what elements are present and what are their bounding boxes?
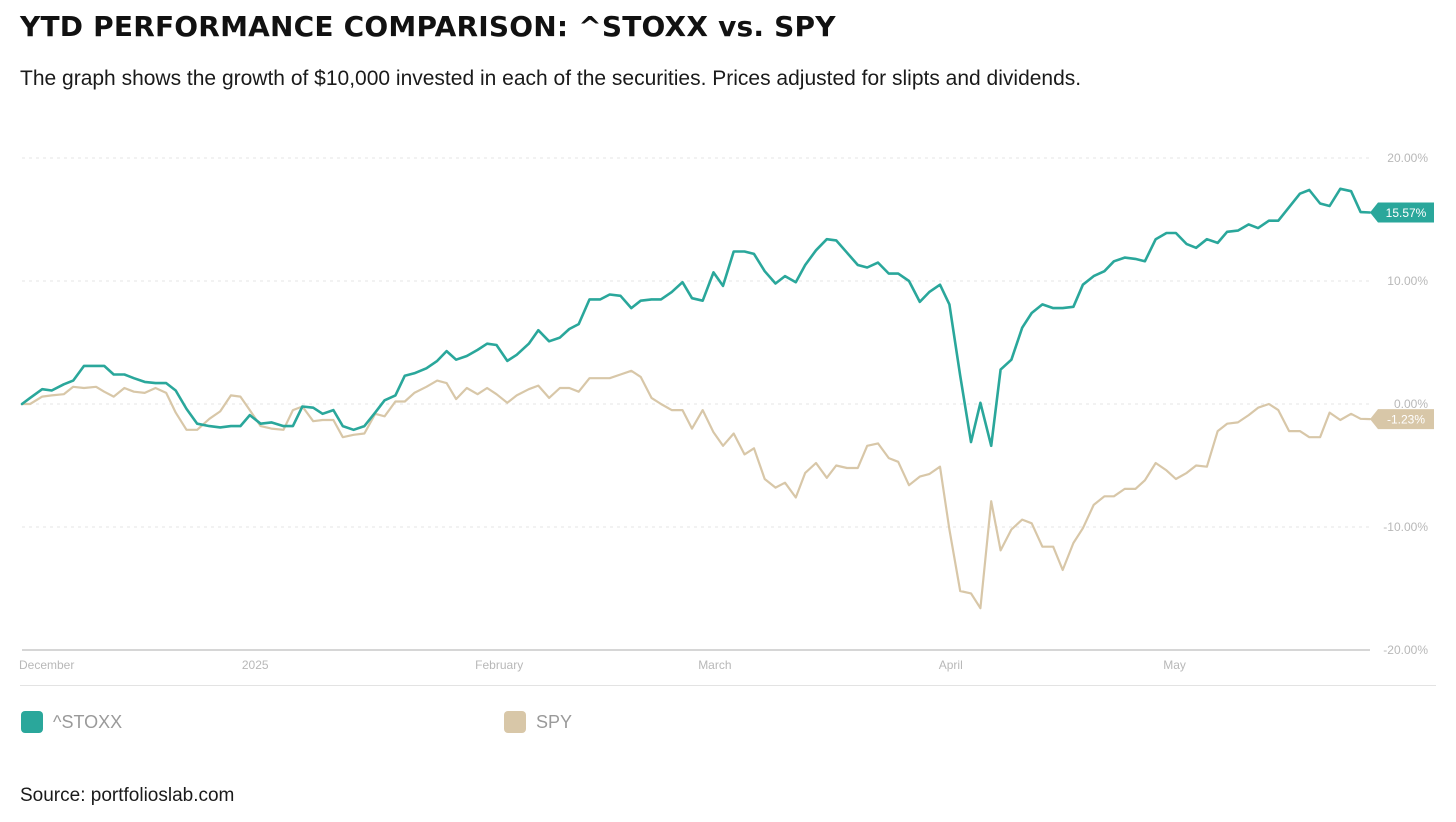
end-badge-shape bbox=[1370, 202, 1434, 223]
end-badge-shape bbox=[1370, 409, 1434, 430]
y-tick-label: 10.00% bbox=[1387, 274, 1428, 288]
end-value-badges: 15.57% -1.23% bbox=[1370, 202, 1434, 430]
y-tick-label: -20.00% bbox=[1383, 643, 1428, 657]
legend-item-spy[interactable]: SPY bbox=[504, 710, 572, 734]
x-tick-label: May bbox=[1163, 658, 1186, 672]
chart-title: YTD PERFORMANCE COMPARISON: ^STOXX vs. S… bbox=[20, 10, 836, 43]
legend-swatch-stoxx bbox=[21, 711, 43, 733]
performance-chart: 20.00% 10.00% 0.00% -10.00% -20.00% December 2… bbox=[19, 151, 1436, 686]
end-badge-label: -1.23% bbox=[1387, 413, 1425, 427]
end-badge-stoxx: 15.57% bbox=[1370, 202, 1434, 223]
x-tick-label: April bbox=[939, 658, 963, 672]
legend-swatch-spy bbox=[504, 711, 526, 733]
series-lines bbox=[20, 187, 1372, 610]
end-badge-label: 15.57% bbox=[1386, 206, 1427, 220]
end-badge-spy: -1.23% bbox=[1370, 409, 1434, 430]
legend-item-stoxx[interactable]: ^STOXX bbox=[21, 710, 122, 734]
series-line-spy[interactable] bbox=[20, 369, 1372, 610]
y-tick-label: -10.00% bbox=[1383, 520, 1428, 534]
y-tick-label: 0.00% bbox=[1394, 397, 1428, 411]
x-tick-label: February bbox=[475, 658, 523, 672]
x-tick-label: December bbox=[19, 658, 74, 672]
x-tick-label: March bbox=[698, 658, 731, 672]
source-credit: Source: portfolioslab.com bbox=[20, 785, 235, 806]
chart-subtitle: The graph shows the growth of $10,000 in… bbox=[20, 67, 1082, 90]
series-line-stoxx[interactable] bbox=[20, 187, 1372, 448]
x-tick-label: 2025 bbox=[242, 658, 269, 672]
axes: 20.00% 10.00% 0.00% -10.00% -20.00% December 2… bbox=[19, 151, 1436, 686]
legend-label-stoxx: ^STOXX bbox=[53, 711, 123, 732]
y-tick-label: 20.00% bbox=[1387, 151, 1428, 165]
legend-label-spy: SPY bbox=[536, 711, 573, 732]
